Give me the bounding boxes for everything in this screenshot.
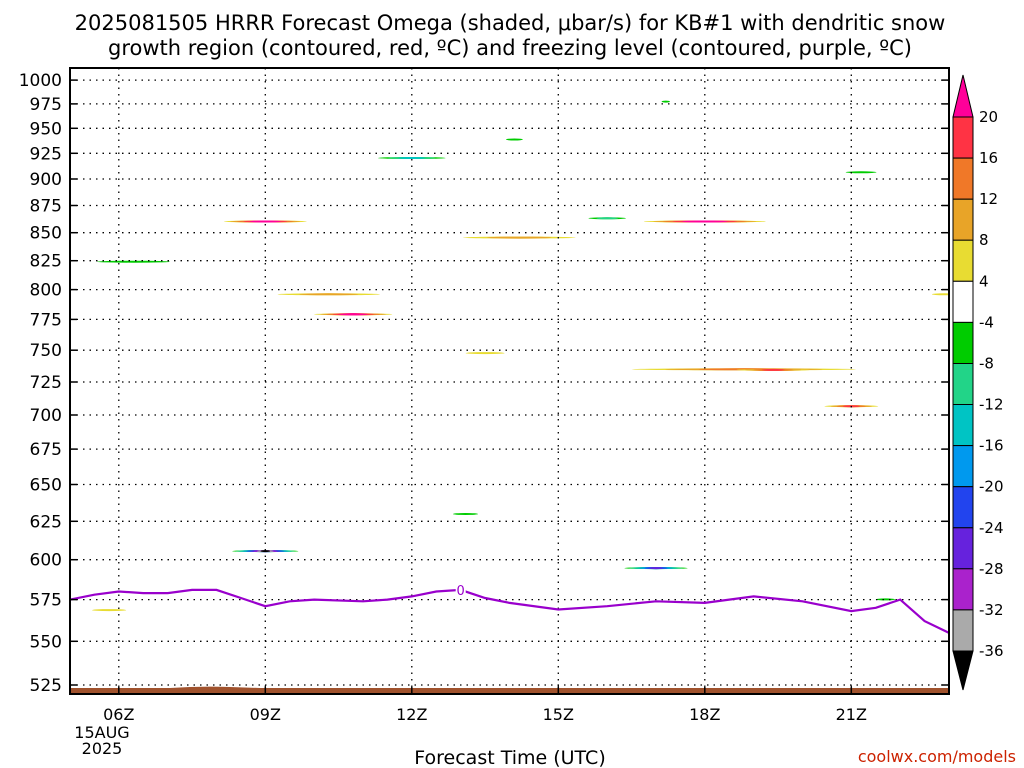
contour-layer: 0 xyxy=(70,582,949,694)
x-tick-label: 18Z xyxy=(689,705,720,724)
x-tick-label: 06Z xyxy=(103,705,134,724)
colorbar-tick-label: -16 xyxy=(979,437,1004,455)
y-axis-ticks: 525 550 575 600 625 650 675 700 725 750 775 800 825 8… xyxy=(19,71,949,696)
omega-contour-band xyxy=(596,217,618,220)
omega-contour-band xyxy=(398,157,426,159)
y-tick-label: 875 xyxy=(30,197,62,217)
plot-frame xyxy=(69,67,950,695)
colorbar-tick-label: -12 xyxy=(979,396,1004,414)
freezing-level-label-bg xyxy=(455,582,466,597)
x-tick-label: 15Z xyxy=(543,705,574,724)
y-tick-label: 675 xyxy=(30,440,62,460)
omega-contour-band xyxy=(875,598,896,601)
colorbar-bin xyxy=(952,486,974,529)
omega-contour-band xyxy=(506,138,523,141)
colorbar-bin xyxy=(952,116,974,159)
colorbar-tick-label: 4 xyxy=(979,272,989,290)
omega-contour-band xyxy=(97,260,170,263)
colorbar-bin xyxy=(952,157,974,200)
omega-contour-band xyxy=(452,513,479,515)
omega-contour-band xyxy=(753,579,852,582)
omega-contour-band xyxy=(256,220,275,223)
y-tick-label: 850 xyxy=(30,224,62,244)
x-year-label: 2025 xyxy=(82,739,123,758)
y-tick-label: 900 xyxy=(30,170,62,190)
omega-contour-band xyxy=(691,220,718,223)
colorbar-tick-label: -4 xyxy=(979,313,994,331)
terrain-strip xyxy=(70,686,949,694)
omega-contour-band xyxy=(649,567,663,570)
x-axis-ticks: 06Z 09Z 12Z 15Z 18Z 21Z xyxy=(103,687,867,724)
x-axis-label: Forecast Time (UTC) xyxy=(414,747,605,768)
omega-contour-band xyxy=(661,100,670,103)
colorbar-tick-label: -32 xyxy=(979,601,1004,619)
y-tick-label: 525 xyxy=(30,676,62,696)
grid-layer xyxy=(70,68,949,694)
y-tick-label: 600 xyxy=(30,551,62,571)
colorbar-bin xyxy=(952,280,974,323)
colorbar-tick-label: 8 xyxy=(979,231,989,249)
colorbar-tick-label: -36 xyxy=(979,642,1004,660)
colorbar-under-triangle xyxy=(952,650,974,691)
x-tick-label: 12Z xyxy=(396,705,427,724)
colorbar-tick-label: 20 xyxy=(979,108,998,126)
y-tick-label: 825 xyxy=(30,252,62,272)
y-tick-label: 725 xyxy=(30,373,62,393)
omega-shading-layer xyxy=(70,100,949,612)
colorbar-tick-label: -8 xyxy=(979,355,994,373)
credit-text: coolwx.com/models xyxy=(858,747,1016,766)
chart-title-line2: growth region (contoured, red, ºC) and f… xyxy=(108,36,912,60)
omega-contour-band xyxy=(344,313,362,316)
colorbar-bin xyxy=(952,239,974,282)
y-tick-label: 550 xyxy=(30,632,62,652)
colorbar-tick-label: -28 xyxy=(979,560,1004,578)
x-date-label: 15AUG xyxy=(74,723,129,742)
omega-contour-band xyxy=(336,537,390,540)
omega-contour-band xyxy=(260,550,271,553)
omega-contour-band xyxy=(845,171,877,174)
y-tick-label: 625 xyxy=(30,512,62,532)
omega-contour-band xyxy=(465,352,505,355)
omega-contour-band xyxy=(487,236,552,239)
y-tick-label: 650 xyxy=(30,476,62,496)
y-tick-label: 800 xyxy=(30,281,62,301)
colorbar-bin xyxy=(952,404,974,447)
omega-contour-band xyxy=(931,293,949,296)
colorbar-bin xyxy=(952,568,974,611)
x-tick-label: 09Z xyxy=(250,705,281,724)
omega-contour-band xyxy=(529,560,588,563)
y-tick-label: 700 xyxy=(30,406,62,426)
colorbar-bin xyxy=(952,527,974,570)
colorbar-bin xyxy=(952,321,974,364)
colorbar: 20 16 12 8 4 -4 -8 -12 -16 -20 -24 -28 -32 -36 xyxy=(952,74,1004,691)
colorbar-bin xyxy=(952,609,974,652)
y-tick-label: 775 xyxy=(30,310,62,330)
colorbar-bin xyxy=(952,198,974,241)
freezing-level-line xyxy=(70,588,949,634)
colorbar-tick-label: -20 xyxy=(979,478,1004,496)
colorbar-bin xyxy=(952,363,974,406)
omega-contour-band xyxy=(761,368,785,371)
y-tick-label: 950 xyxy=(30,119,62,139)
y-tick-label: 750 xyxy=(30,341,62,361)
colorbar-tick-label: -24 xyxy=(979,519,1004,537)
omega-contour-band xyxy=(299,293,359,296)
colorbar-tick-label: 12 xyxy=(979,190,998,208)
y-tick-label: 975 xyxy=(30,95,62,115)
y-tick-label: 1000 xyxy=(19,71,62,91)
colorbar-bin xyxy=(952,445,974,488)
y-tick-label: 925 xyxy=(30,144,62,164)
chart-title-line1: 2025081505 HRRR Forecast Omega (shaded, … xyxy=(75,11,946,35)
omega-contour-band xyxy=(92,609,127,612)
x-tick-label: 21Z xyxy=(836,705,867,724)
freezing-level-label: 0 xyxy=(457,584,465,599)
colorbar-tick-label: 16 xyxy=(979,149,998,167)
y-tick-label: 575 xyxy=(30,591,62,611)
